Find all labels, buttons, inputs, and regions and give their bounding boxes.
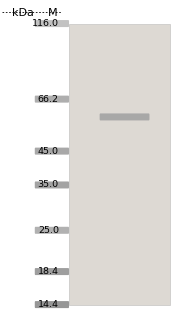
FancyBboxPatch shape (35, 268, 69, 275)
Bar (69, 24, 170, 305)
Text: 35.0: 35.0 (38, 181, 59, 189)
Text: M: M (48, 8, 58, 18)
FancyBboxPatch shape (35, 95, 69, 103)
Text: 116.0: 116.0 (32, 19, 59, 28)
FancyBboxPatch shape (100, 113, 149, 121)
Text: 18.4: 18.4 (38, 267, 59, 276)
Text: 45.0: 45.0 (38, 147, 59, 156)
FancyBboxPatch shape (35, 20, 69, 27)
Text: 25.0: 25.0 (38, 226, 59, 235)
Text: kDa: kDa (12, 8, 33, 18)
FancyBboxPatch shape (35, 301, 69, 308)
Text: 66.2: 66.2 (38, 95, 59, 104)
Text: 14.4: 14.4 (38, 300, 59, 309)
FancyBboxPatch shape (35, 227, 69, 234)
FancyBboxPatch shape (35, 148, 69, 154)
FancyBboxPatch shape (35, 181, 69, 188)
